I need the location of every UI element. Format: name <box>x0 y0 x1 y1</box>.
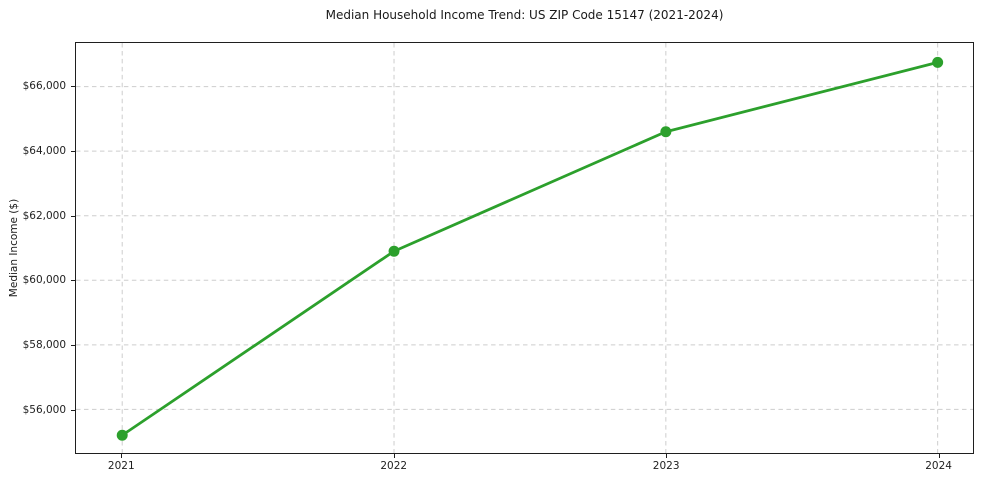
data-point-marker <box>932 56 944 68</box>
line-chart-canvas <box>76 43 973 453</box>
x-tick-label: 2024 <box>925 460 952 472</box>
x-tick-mark <box>393 454 395 458</box>
x-tick-mark <box>938 454 940 458</box>
y-tick-label: $62,000 <box>22 209 66 222</box>
y-tick-label: $64,000 <box>22 144 66 157</box>
x-tick-label: 2022 <box>380 460 408 472</box>
data-point-marker <box>116 429 128 441</box>
y-tick-label: $56,000 <box>22 404 66 417</box>
x-tick-mark <box>666 454 668 458</box>
plot-area <box>75 42 974 454</box>
data-point-marker <box>660 126 672 138</box>
y-tick-mark <box>71 410 75 412</box>
y-tick-label: $60,000 <box>22 274 66 287</box>
y-tick-label: $58,000 <box>22 339 66 352</box>
trend-line <box>120 60 940 437</box>
y-tick-mark <box>71 345 75 347</box>
y-tick-mark <box>71 150 75 152</box>
data-point-marker <box>388 245 400 257</box>
x-tick-label: 2021 <box>107 460 135 472</box>
y-tick-mark <box>71 215 75 217</box>
y-tick-mark <box>71 280 75 282</box>
chart-title: Median Household Income Trend: US ZIP Co… <box>325 8 724 22</box>
y-tick-mark <box>71 85 75 87</box>
x-tick-mark <box>121 454 123 458</box>
y-tick-label: $66,000 <box>22 79 66 92</box>
x-tick-label: 2023 <box>652 460 680 472</box>
